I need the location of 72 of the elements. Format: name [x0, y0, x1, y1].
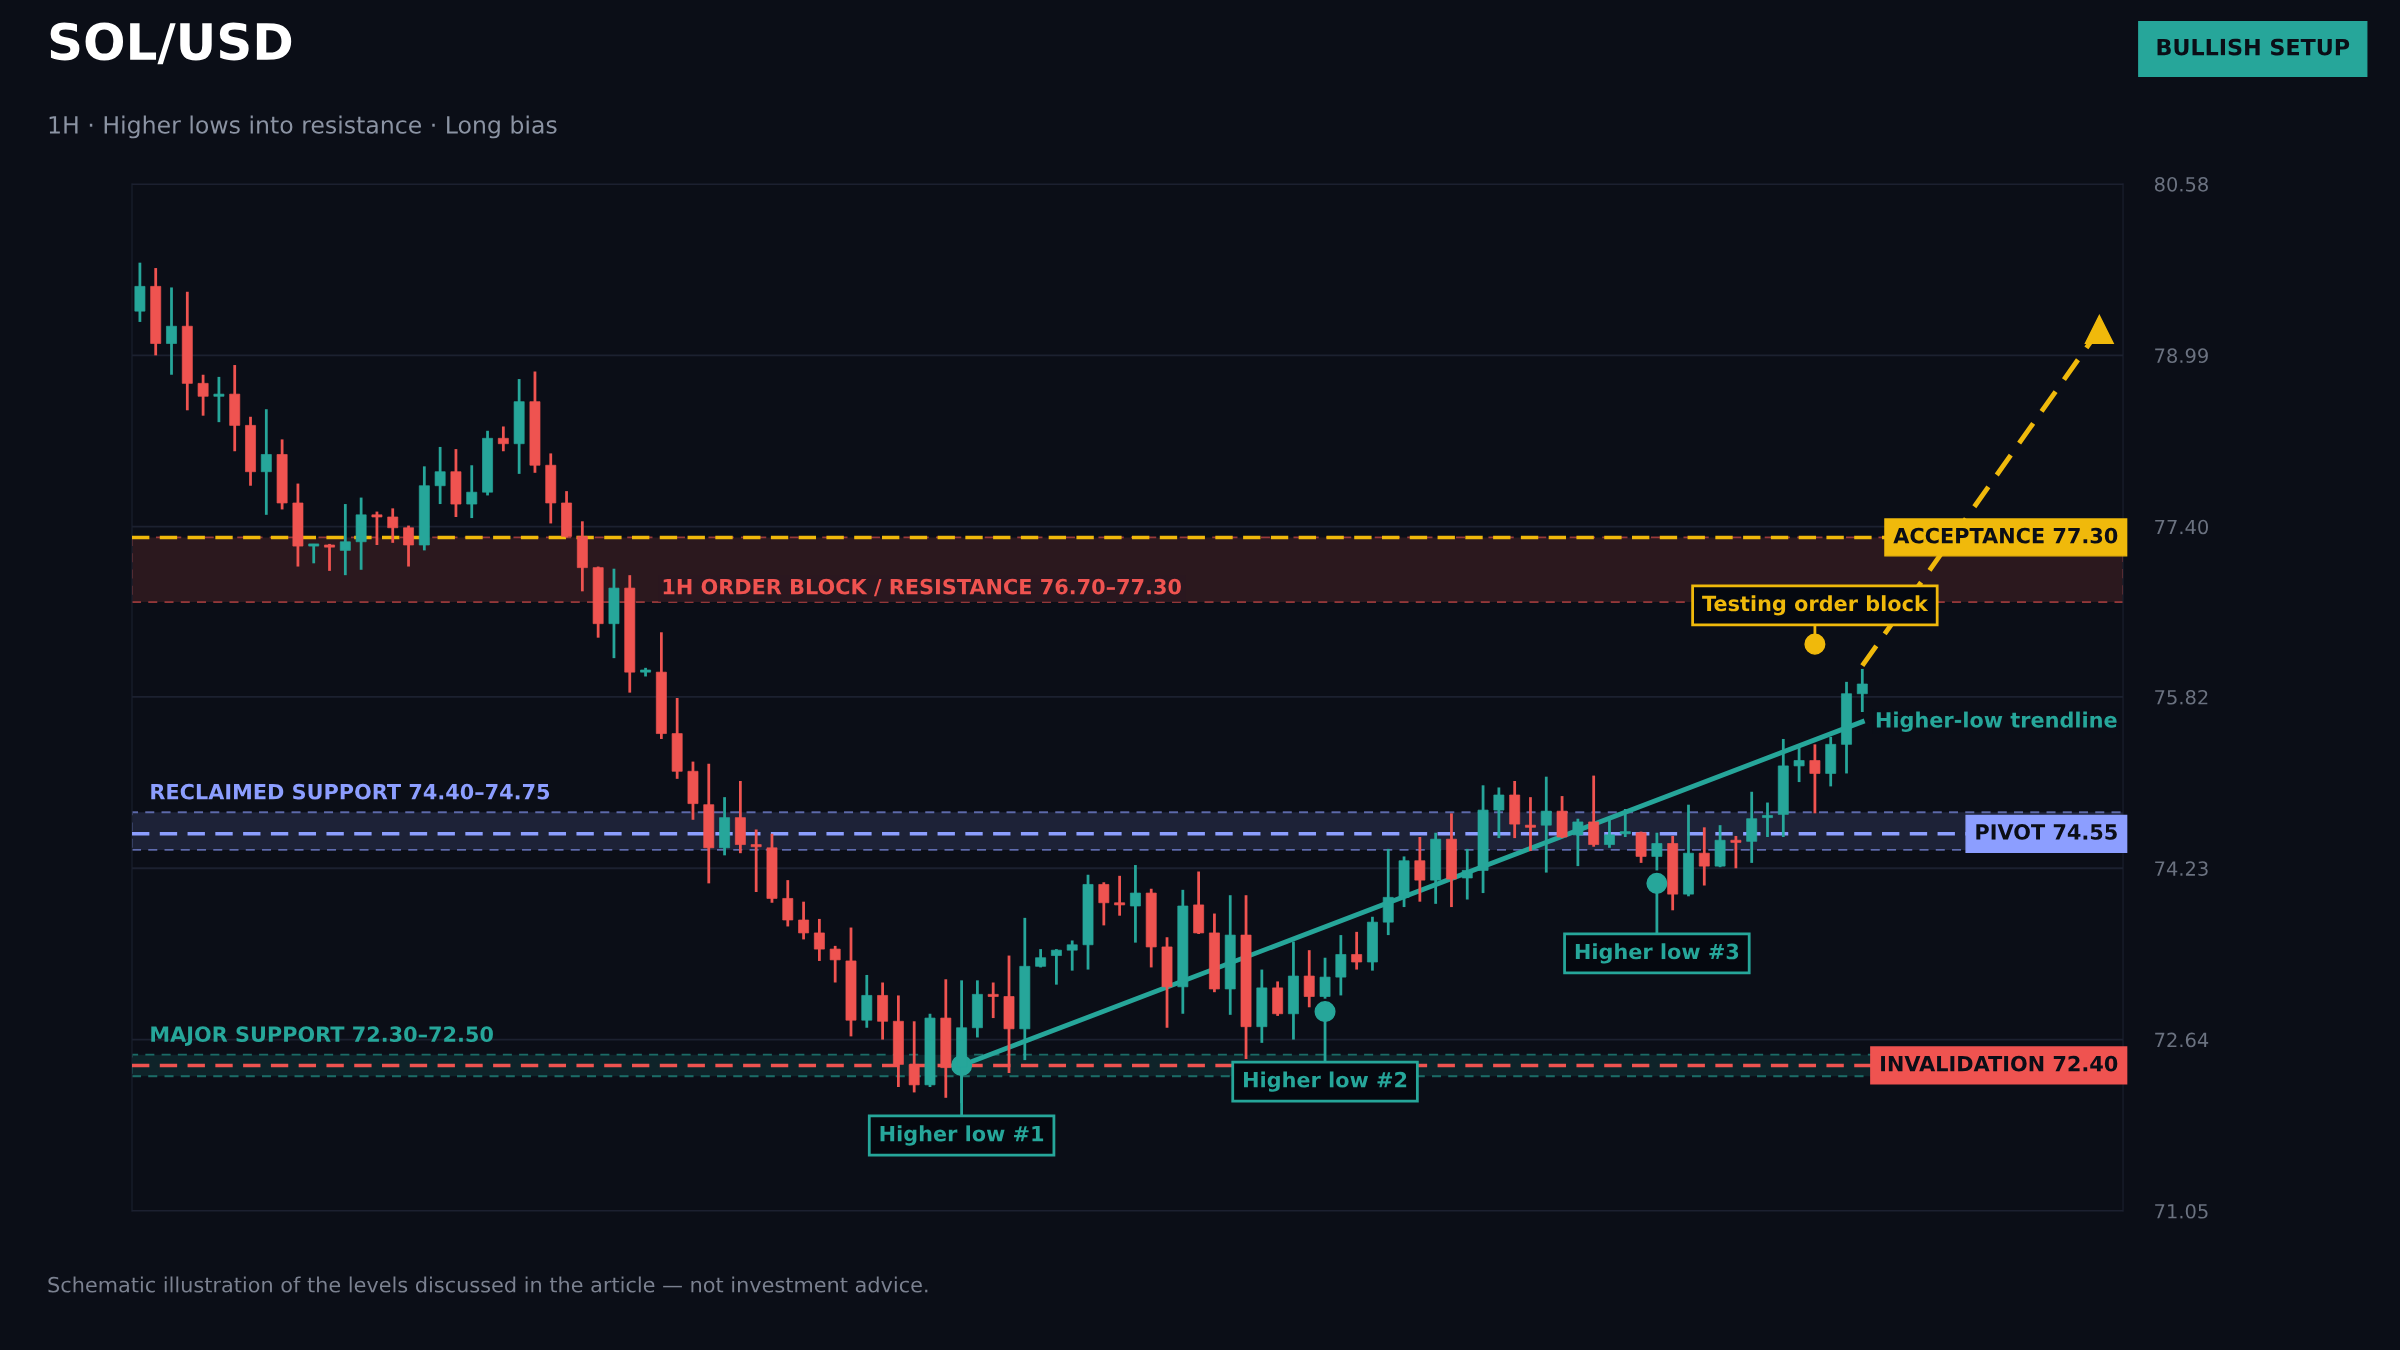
- series-label: Higher-low trendline: [1876, 711, 2117, 732]
- candlestick: [1651, 831, 1663, 872]
- candlestick: [403, 524, 414, 568]
- y-tick-label: 80.58: [2154, 176, 2208, 192]
- candlestick: [1604, 818, 1615, 850]
- candlestick: [782, 878, 794, 928]
- chart-title: SOL/USD: [50, 22, 292, 65]
- band-label: 1H ORDER BLOCK / RESISTANCE 76.70–77.30: [663, 578, 1181, 597]
- y-tick-label: 74.23: [2155, 861, 2208, 876]
- text: Higher low #3: [1575, 943, 1739, 964]
- candlestick: [387, 506, 399, 545]
- ref-line-label: INVALIDATION 72.40: [1881, 1055, 2118, 1072]
- candlestick: [750, 828, 762, 894]
- y-tick-label: 77.40: [2155, 519, 2208, 535]
- candlestick: [1635, 830, 1647, 865]
- candlestick: [987, 981, 999, 1020]
- candlestick: [213, 375, 225, 424]
- point: [1314, 1001, 1336, 1023]
- band-label: MAJOR SUPPORT 72.30–72.50: [151, 1026, 493, 1046]
- candlestick: [1319, 956, 1331, 1001]
- candlestick: [166, 286, 177, 377]
- point: [2084, 314, 2114, 345]
- point: [1646, 872, 1668, 894]
- ref-line-label: ACCEPTANCE 77.30: [1893, 527, 2118, 544]
- y-tick-label: 72.64: [2155, 1032, 2209, 1048]
- candlestick: [1098, 880, 1110, 927]
- candlestick: [1066, 939, 1078, 973]
- ref-line-label: PIVOT 74.55: [1976, 824, 2117, 840]
- candlestick: [1130, 863, 1141, 945]
- y-tick-label: 78.99: [2155, 348, 2208, 364]
- candlestick: [371, 510, 383, 547]
- text: Schematic illustration of the levels discussed in the article — not investment advice.: [48, 1276, 928, 1293]
- candlestick: [1856, 667, 1868, 714]
- candlestick: [1540, 775, 1552, 874]
- candlestick: [1730, 834, 1742, 870]
- candlestick: [829, 944, 841, 984]
- candlestick: [497, 425, 509, 453]
- text: BULLISH SETUP: [2157, 38, 2350, 56]
- text: Higher low #2: [1244, 1071, 1407, 1092]
- band-label: RECLAIMED SUPPORT 74.40–74.75: [151, 783, 550, 800]
- candlestick: [466, 463, 478, 520]
- candlestick: [1414, 835, 1426, 904]
- candlestick: [1351, 930, 1363, 971]
- candlestick: [1461, 847, 1473, 901]
- candlestick: [1588, 774, 1600, 849]
- candlestick: [1303, 948, 1315, 1009]
- candlestick: [1746, 790, 1758, 865]
- candlestick: [1619, 807, 1631, 839]
- candlestick: [1493, 786, 1505, 840]
- candlestick: [308, 542, 320, 565]
- y-tick-label: 71.05: [2155, 1203, 2208, 1219]
- candlestick: [798, 900, 809, 941]
- candlestick: [1809, 742, 1821, 815]
- candlestick: [1762, 801, 1773, 839]
- candlestick: [1793, 745, 1805, 784]
- point: [1804, 633, 1826, 655]
- text: Higher low #1: [880, 1125, 1044, 1146]
- chart-subtitle: 1H · Higher lows into resistance · Long bias: [49, 115, 557, 139]
- candlestick: [1051, 947, 1062, 987]
- candlestick: [197, 373, 209, 418]
- candlestick: [434, 445, 446, 506]
- candlestick: [324, 542, 335, 573]
- series-label: Testing order block: [1702, 595, 1929, 616]
- candlestick: [1525, 795, 1536, 853]
- y-tick-label: 75.82: [2155, 689, 2208, 705]
- candlestick: [1698, 825, 1710, 887]
- candlestick: [1114, 874, 1126, 918]
- candlestick: [1335, 933, 1347, 997]
- candlestick: [813, 917, 825, 963]
- candlestick: [339, 502, 351, 577]
- candlestick: [1572, 817, 1584, 868]
- candlestick: [260, 407, 272, 517]
